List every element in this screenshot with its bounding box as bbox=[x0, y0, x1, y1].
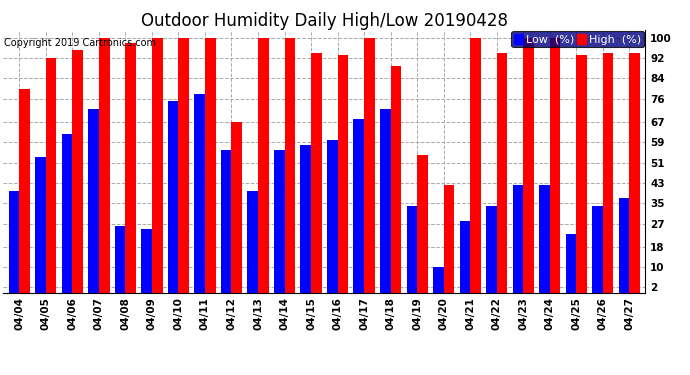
Bar bbox=[391, 66, 401, 292]
Bar bbox=[179, 38, 189, 292]
Bar bbox=[353, 119, 364, 292]
Legend: Low  (%), High  (%): Low (%), High (%) bbox=[511, 31, 644, 48]
Bar bbox=[126, 43, 136, 292]
Bar bbox=[470, 38, 481, 292]
Bar bbox=[566, 234, 576, 292]
Bar bbox=[619, 198, 629, 292]
Bar bbox=[460, 221, 470, 292]
Bar bbox=[205, 38, 215, 292]
Bar bbox=[88, 109, 99, 292]
Bar bbox=[72, 50, 83, 292]
Bar bbox=[513, 186, 523, 292]
Bar bbox=[603, 53, 613, 292]
Bar bbox=[195, 94, 205, 292]
Bar bbox=[141, 229, 152, 292]
Bar bbox=[550, 38, 560, 292]
Bar bbox=[168, 101, 179, 292]
Bar bbox=[46, 58, 57, 292]
Bar bbox=[576, 56, 586, 292]
Bar bbox=[99, 38, 110, 292]
Bar bbox=[311, 53, 322, 292]
Bar bbox=[9, 190, 19, 292]
Bar bbox=[539, 186, 550, 292]
Bar bbox=[274, 150, 284, 292]
Bar bbox=[364, 38, 375, 292]
Bar bbox=[417, 155, 428, 292]
Text: Copyright 2019 Cartronics.com: Copyright 2019 Cartronics.com bbox=[4, 38, 156, 48]
Bar bbox=[284, 38, 295, 292]
Bar bbox=[337, 56, 348, 292]
Bar bbox=[629, 53, 640, 292]
Bar bbox=[248, 190, 258, 292]
Bar bbox=[433, 267, 444, 292]
Bar bbox=[523, 38, 534, 292]
Bar bbox=[115, 226, 126, 292]
Bar bbox=[62, 135, 72, 292]
Bar bbox=[497, 53, 507, 292]
Bar bbox=[300, 145, 311, 292]
Bar bbox=[444, 186, 454, 292]
Bar bbox=[406, 206, 417, 292]
Bar bbox=[35, 158, 46, 292]
Bar bbox=[327, 140, 337, 292]
Title: Outdoor Humidity Daily High/Low 20190428: Outdoor Humidity Daily High/Low 20190428 bbox=[141, 12, 508, 30]
Bar bbox=[486, 206, 497, 292]
Bar bbox=[231, 122, 242, 292]
Bar bbox=[152, 38, 163, 292]
Bar bbox=[221, 150, 231, 292]
Bar bbox=[592, 206, 603, 292]
Bar bbox=[258, 38, 268, 292]
Bar bbox=[380, 109, 391, 292]
Bar bbox=[19, 88, 30, 292]
